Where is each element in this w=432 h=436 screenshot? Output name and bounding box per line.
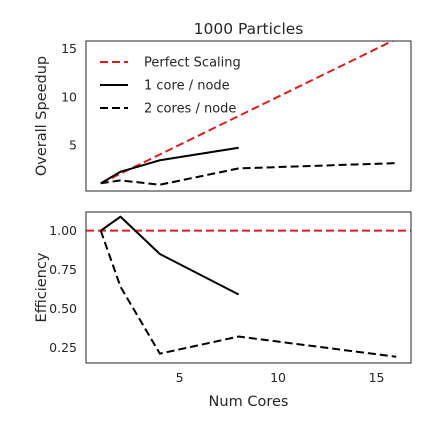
series-line-2-1 [100, 215, 240, 296]
y-tick-label: 10 [61, 89, 77, 104]
plot-area-2 [86, 212, 411, 363]
legend-label: 2 cores / node [144, 102, 236, 117]
x-axis-label: Num Cores [209, 394, 289, 410]
x-tick-label: 5 [176, 370, 184, 385]
y-axis-label: Overall Speedup [34, 56, 50, 176]
x-tick-label: 10 [270, 370, 286, 385]
series-line-2-2 [99, 230, 397, 358]
y-tick-label: 0.50 [49, 301, 77, 316]
y-tick-label: 0.25 [49, 340, 77, 355]
chart-title: 1000 Particles [194, 20, 304, 38]
axes-frame-2 [85, 211, 412, 364]
series-line-1-2 [100, 146, 239, 185]
y-axis-label: Efficiency [34, 252, 50, 322]
y-tick-label: 5 [69, 137, 77, 152]
axes-frame-1 [85, 40, 412, 192]
series-line-1-1 [100, 41, 395, 185]
y-tick-label: 1.00 [49, 223, 77, 238]
y-tick-label: 0.75 [49, 262, 77, 277]
y-tick-label: 15 [61, 41, 77, 56]
series-line-1-3 [100, 162, 397, 186]
x-tick-label: 15 [369, 370, 385, 385]
legend-label: 1 core / node [144, 79, 230, 94]
legend-label: Perfect Scaling [144, 56, 241, 71]
